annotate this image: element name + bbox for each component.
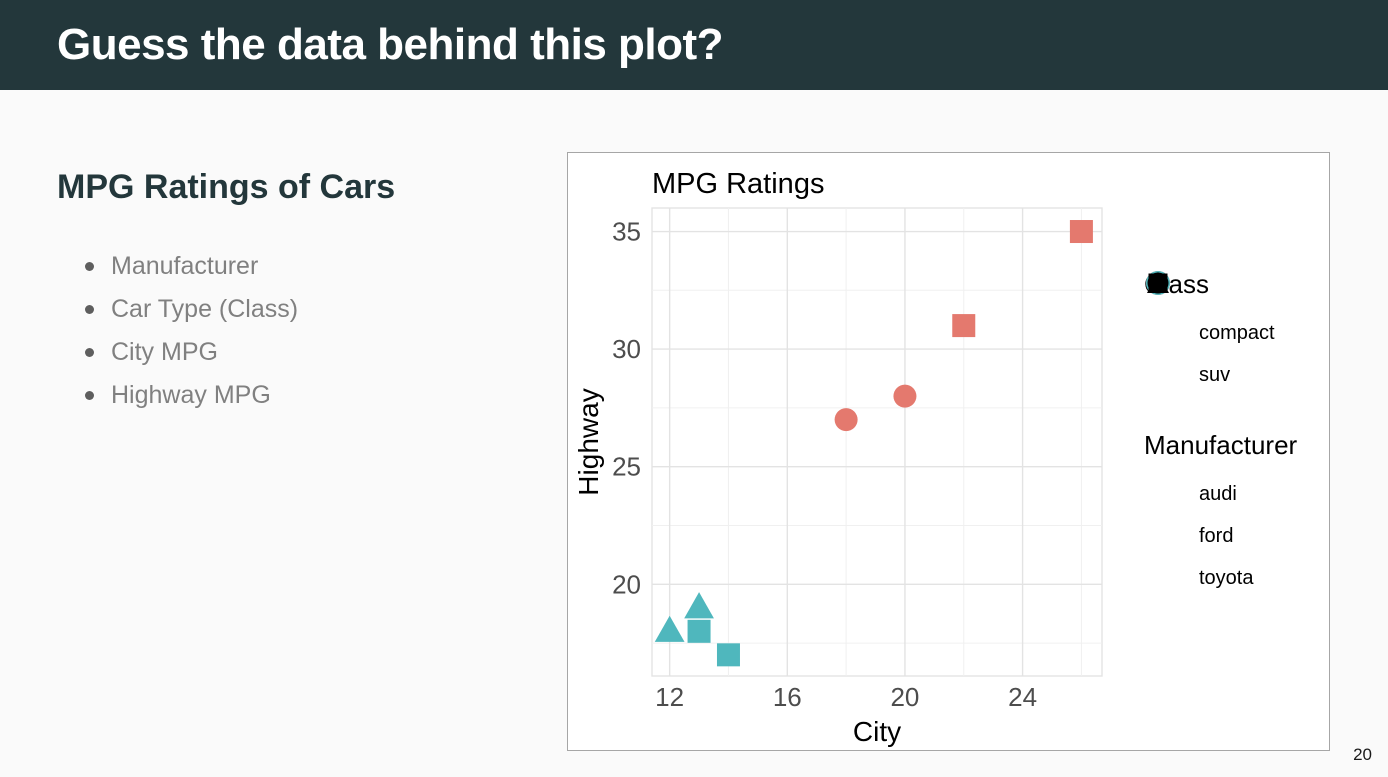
section-heading: MPG Ratings of Cars (57, 168, 396, 206)
y-tick-label: 30 (612, 334, 641, 364)
data-point-audi-compact-1 (893, 384, 917, 408)
legend-item-audi: audi (1144, 272, 1324, 515)
legend-item-compact: compact (1144, 271, 1324, 354)
y-tick-label: 35 (612, 217, 641, 247)
x-tick-label: 24 (1008, 682, 1037, 712)
slide-title: Guess the data behind this plot? (57, 20, 724, 69)
page-number: 20 (1353, 745, 1372, 764)
bullet-label: Manufacturer (111, 252, 259, 280)
bullet-item-2: City MPG (57, 331, 527, 374)
x-tick-label: 16 (773, 682, 802, 712)
data-point-toyota-suv-1 (716, 643, 740, 667)
bullet-item-1: Car Type (Class) (57, 288, 527, 331)
legend-label: ford (1199, 524, 1234, 547)
legend-panel: Class compact suv Manufacturer audi ford toyot… (1144, 269, 1324, 633)
slide-body-left: MPG Ratings of Cars Manufacturer Car Type… (57, 168, 527, 417)
bullet-label: Highway MPG (111, 381, 271, 409)
x-tick-label: 20 (890, 682, 919, 712)
bullet-dot-icon (85, 348, 94, 357)
plot-panel (651, 207, 1103, 677)
bullet-list: Manufacturer Car Type (Class) City MPG High… (57, 245, 527, 417)
slide-header: Guess the data behind this plot? (0, 0, 1388, 90)
square-glyph (1148, 273, 1168, 293)
legend-item-toyota: toyota (1144, 273, 1324, 599)
legend-group-manufacturer: Manufacturer audi ford toyota (1144, 272, 1324, 599)
legend-label: suv (1199, 363, 1231, 386)
legend-label: audi (1199, 482, 1237, 505)
data-point-audi-compact-0 (834, 408, 858, 432)
y-tick-label: 20 (612, 569, 641, 599)
legend-label: compact (1199, 321, 1275, 344)
data-point-toyota-compact-1 (1069, 220, 1093, 244)
bullet-item-3: Highway MPG (57, 374, 527, 417)
bullet-dot-icon (85, 391, 94, 400)
bullet-label: City MPG (111, 338, 218, 366)
bullet-item-0: Manufacturer (57, 245, 527, 288)
bullet-dot-icon (85, 262, 94, 271)
bullet-label: Car Type (Class) (111, 295, 299, 323)
legend-item-ford: ford (1144, 272, 1324, 557)
chart-figure: 12 16 20 24 20 25 30 35 City Highway MPG Ratings C… (567, 152, 1330, 751)
bullet-dot-icon (85, 305, 94, 314)
data-point-ford-suv-1 (684, 592, 714, 619)
data-point-ford-suv-0 (654, 615, 685, 642)
x-tick-label: 12 (655, 682, 684, 712)
legend-title: Manufacturer (1144, 430, 1298, 460)
scatter-plot: 12 16 20 24 20 25 30 35 City Highway MPG Ratings (573, 168, 1103, 747)
legend-label: toyota (1199, 566, 1254, 589)
plot-title: MPG Ratings (652, 168, 824, 200)
data-point-toyota-suv-0 (687, 619, 711, 643)
y-tick-label: 25 (612, 452, 641, 482)
legend-item-suv: suv (1144, 271, 1324, 396)
legend-symbol-svg (1148, 273, 1168, 293)
data-point-toyota-compact-0 (952, 314, 976, 338)
x-axis-title: City (853, 716, 901, 747)
y-axis-title: Highway (573, 388, 604, 495)
